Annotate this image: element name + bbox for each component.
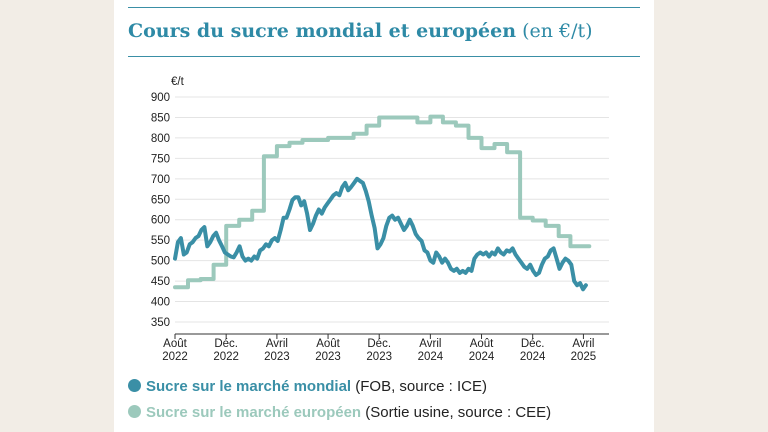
legend-swatch-world: [128, 379, 141, 392]
x-tick-label-year: 2022: [162, 351, 188, 363]
x-tick-label-month: Août: [316, 338, 340, 350]
x-tick-label-month: Avril: [419, 338, 441, 350]
x-tick-label-year: 2023: [366, 351, 392, 363]
chart-title-main: Cours du sucre mondial et européen: [128, 20, 517, 42]
x-tick-label-year: 2023: [264, 351, 290, 363]
x-tick-label-month: Déc.: [521, 338, 545, 350]
x-tick-label-year: 2025: [571, 351, 597, 363]
legend-note-world: (FOB, source : ICE): [355, 378, 487, 395]
x-tick-label-year: 2024: [520, 351, 546, 363]
y-tick-label: 500: [151, 256, 170, 268]
y-tick-label: 700: [151, 174, 170, 186]
y-tick-label: 750: [151, 153, 170, 165]
y-tick-label: 850: [151, 112, 170, 124]
y-tick-label: 600: [151, 215, 170, 227]
x-tick-label-month: Avril: [266, 338, 288, 350]
chart-title-unit: (en €/t): [522, 20, 593, 42]
legend-item-world: Sucre sur le marché mondial (FOB, source…: [128, 378, 487, 395]
x-tick-label-month: Déc.: [367, 338, 391, 350]
y-tick-label: 400: [151, 297, 170, 309]
x-tick-label-month: Août: [163, 338, 187, 350]
line-chart: 350 400 450 500 550 600 650 700 750 800 850 900 Août…: [151, 92, 609, 363]
legend-name-europe: Sucre sur le marché européen: [146, 404, 362, 421]
x-tick-label-year: 2022: [213, 351, 239, 363]
y-tick-label: 650: [151, 194, 170, 206]
y-axis-unit: €/t: [171, 76, 184, 88]
legend-item-europe: Sucre sur le marché européen (Sortie usi…: [128, 404, 551, 421]
y-tick-label: 350: [151, 317, 170, 329]
y-tick-label: 450: [151, 276, 170, 288]
legend-note-europe: (Sortie usine, source : CEE): [365, 404, 552, 421]
x-tick-label-month: Déc.: [214, 338, 238, 350]
chart-card: Cours du sucre mondial et européen (en €…: [114, 0, 654, 432]
top-rule: [128, 7, 640, 8]
legend-swatch-europe: [128, 405, 141, 418]
legend-name-world: Sucre sur le marché mondial: [146, 378, 352, 395]
series-line-europe: [173, 114, 592, 290]
x-tick-label-year: 2023: [315, 351, 341, 363]
y-tick-label: 900: [151, 92, 170, 104]
chart-title: Cours du sucre mondial et européen (en €…: [128, 20, 593, 42]
series-line-world: [173, 176, 588, 292]
x-tick-label-month: Avril: [572, 338, 594, 350]
title-rule: [128, 56, 640, 57]
x-tick-label-year: 2024: [418, 351, 444, 363]
y-tick-label: 550: [151, 235, 170, 247]
x-tick-label-year: 2024: [469, 351, 495, 363]
y-tick-label: 800: [151, 133, 170, 145]
x-tick-label-month: Août: [470, 338, 494, 350]
